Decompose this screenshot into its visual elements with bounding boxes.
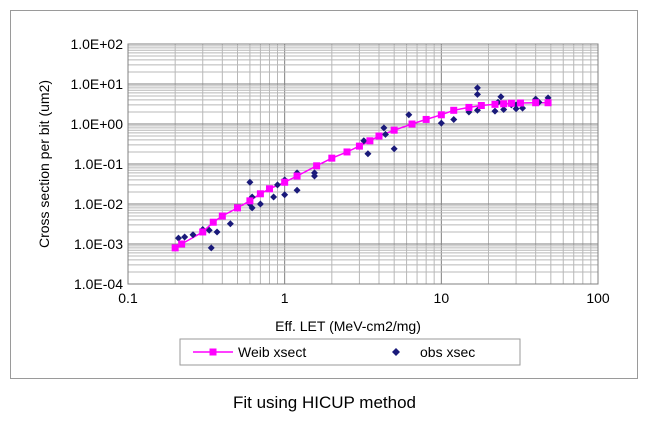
y-axis-label: Cross section per bit (um2) xyxy=(36,80,52,248)
series-layer xyxy=(171,84,552,252)
weib-xsect-point xyxy=(265,185,273,193)
weib-xsect-point xyxy=(246,197,254,205)
weib-xsect-point xyxy=(544,99,552,107)
plot-area xyxy=(127,43,599,285)
obs-xsec-point xyxy=(497,93,505,101)
weib-xsect-point xyxy=(500,100,508,108)
legend-box xyxy=(179,338,521,366)
obs-xsec-point xyxy=(473,90,481,98)
obs-xsec-point xyxy=(380,124,388,132)
legend-weib-label: Weib xsect xyxy=(238,344,306,360)
weib-xsect-point xyxy=(328,154,336,162)
obs-xsec-point xyxy=(205,226,213,234)
weib-xsect-point xyxy=(281,178,289,186)
obs-xsec-point xyxy=(273,181,281,189)
x-tick-label: 100 xyxy=(586,290,610,306)
obs-xsec-point xyxy=(390,145,398,153)
y-tick-label: 1.0E+02 xyxy=(70,36,123,52)
weib-xsect-point xyxy=(218,212,226,220)
weib-xsect-point xyxy=(209,218,217,226)
weib-xsect-point xyxy=(171,244,179,252)
x-axis-label: Eff. LET (MeV-cm2/mg) xyxy=(275,318,421,334)
y-tick-label: 1.0E+00 xyxy=(70,116,123,132)
obs-xsec-point xyxy=(226,220,234,228)
obs-xsec-point xyxy=(405,111,413,119)
weib-xsect-point xyxy=(293,172,301,180)
y-tick-label: 1.0E-02 xyxy=(74,196,123,212)
weib-xsect-point xyxy=(343,148,351,156)
grid-layer xyxy=(127,44,598,285)
weib-xsect-point xyxy=(532,99,540,107)
y-tick-label: 1.0E-04 xyxy=(74,276,123,292)
obs-xsec-point xyxy=(381,130,389,138)
y-tick-label: 1.0E-01 xyxy=(74,156,123,172)
obs-xsec-point xyxy=(256,200,264,208)
weib-xsect-point xyxy=(178,240,186,248)
obs-xsec-point xyxy=(246,178,254,186)
obs-xsec-point xyxy=(512,105,520,113)
obs-xsec-point xyxy=(364,150,372,158)
weib-xsect-point xyxy=(477,102,485,110)
legend-obs-label: obs xsec xyxy=(420,344,475,360)
tick-labels: 0.1 1 10 100 1.0E-04 1.0E-03 1.0E-02 1.0E-01 1.0… xyxy=(70,36,609,306)
obs-xsec-point xyxy=(450,115,458,123)
obs-xsec-point xyxy=(174,234,182,242)
obs-xsec-point xyxy=(310,169,318,177)
obs-xsec-point xyxy=(213,228,221,236)
obs-xsec-point xyxy=(281,191,289,199)
obs-xsec-point xyxy=(437,119,445,127)
weib-xsect-point xyxy=(375,132,383,140)
weib-xsect-point xyxy=(234,204,242,212)
weib-xsect-point xyxy=(199,228,207,236)
x-tick-label: 0.1 xyxy=(118,290,138,306)
weib-xsect-point xyxy=(437,111,445,119)
obs-xsec-point xyxy=(360,137,368,145)
weib-xsect-point xyxy=(507,99,515,107)
weib-xsect-point xyxy=(408,120,416,128)
obs-xsec-point xyxy=(248,204,256,212)
weib-xsect-point xyxy=(390,126,398,134)
obs-xsec-point xyxy=(473,84,481,92)
obs-xsec-point xyxy=(189,231,197,239)
weib-xsect-point xyxy=(366,137,374,145)
weib-xsect-point xyxy=(516,99,524,107)
weib-xsect-point xyxy=(256,190,264,198)
figure-caption: Fit using HICUP method xyxy=(233,393,416,412)
legend-weib-marker xyxy=(209,348,217,356)
obs-xsec-point xyxy=(491,107,499,115)
weib-xsect-point xyxy=(465,103,473,111)
legend-obs-marker xyxy=(392,348,400,356)
obs-xsec-point xyxy=(500,106,508,114)
obs-xsec-point xyxy=(207,244,215,252)
x-tick-label: 10 xyxy=(434,290,450,306)
x-tick-label: 1 xyxy=(281,290,289,306)
weib-xsect-point xyxy=(355,142,363,150)
y-tick-label: 1.0E+01 xyxy=(70,76,123,92)
obs-xsec-point xyxy=(270,193,278,201)
legend: Weib xsect obs xsec xyxy=(179,338,521,366)
weib-xsect-point xyxy=(422,115,430,123)
weib-xsect-point xyxy=(313,162,321,170)
y-tick-label: 1.0E-03 xyxy=(74,236,123,252)
weib-xsect-point xyxy=(450,106,458,114)
obs-xsec-point xyxy=(293,186,301,194)
obs-xsec-point xyxy=(181,233,189,241)
weib-xsect-point xyxy=(491,100,499,108)
